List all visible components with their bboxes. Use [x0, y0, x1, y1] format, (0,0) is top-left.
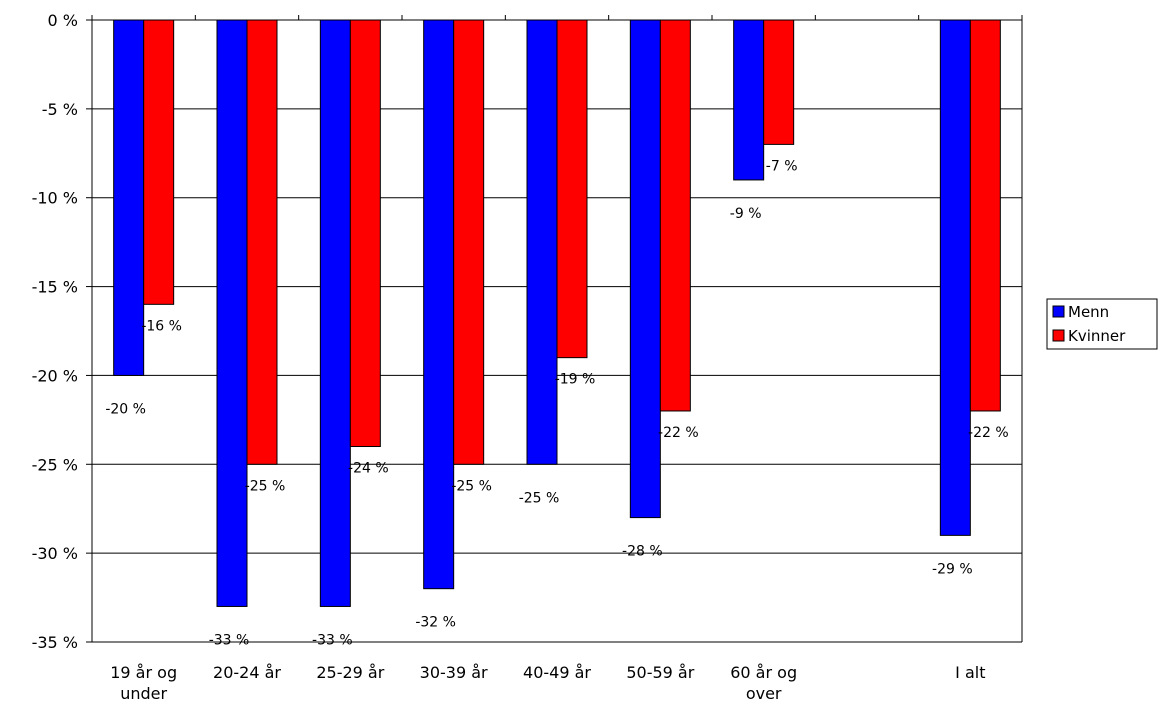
data-label: -25 % [245, 478, 286, 494]
legend-box [1046, 298, 1158, 350]
data-label: -22 % [968, 425, 1009, 441]
data-label: -25 % [451, 478, 492, 494]
bar-menn [939, 19, 971, 536]
legend: Menn Kvinner [1046, 298, 1158, 350]
bar-menn [423, 19, 455, 590]
legend-label-menn: Menn [1068, 303, 1109, 321]
data-label: -28 % [622, 544, 663, 560]
bar-kvinner [763, 19, 795, 145]
legend-swatch-menn [1052, 305, 1065, 318]
data-label: -20 % [105, 401, 146, 417]
data-label: -33 % [312, 632, 353, 648]
y-tick-label: -30 % [32, 544, 78, 563]
bar-kvinner [969, 19, 1001, 412]
data-labels: -20 % -33 % -33 % -32 % -25 % -28 % -9 % -29 % -… [105, 158, 1008, 648]
x-tick-label: 30-39 år [420, 663, 488, 682]
data-label: -32 % [415, 615, 456, 631]
bar-menn [526, 19, 558, 465]
data-label: -29 % [932, 561, 973, 577]
data-label: -7 % [766, 158, 798, 174]
y-tick-label: 0 % [48, 11, 78, 30]
bar-menn [319, 19, 351, 607]
x-tick-label: 40-49 år [523, 663, 591, 682]
bar-menn [733, 19, 765, 181]
x-tick-label: I alt [955, 663, 985, 682]
y-tick-label: -10 % [32, 189, 78, 208]
bar-kvinner [659, 19, 691, 412]
bar-menn [113, 19, 145, 376]
x-tick-label: over [746, 684, 782, 703]
data-label: -22 % [658, 425, 699, 441]
legend-label-kvinner: Kvinner [1068, 327, 1126, 345]
axes: 0 % -5 % -10 % -15 % -20 % -25 % -30 % -35 % 19 … [32, 11, 1023, 703]
bar-menn [216, 19, 248, 607]
y-tick-label: -20 % [32, 366, 78, 385]
bar-kvinner [349, 19, 381, 448]
bar-kvinner [246, 19, 278, 465]
x-tick-label: 50-59 år [626, 663, 694, 682]
bars [113, 19, 1001, 607]
y-tick-label: -25 % [32, 455, 78, 474]
bar-menn [629, 19, 661, 519]
x-tick-label: 60 år og [730, 663, 797, 682]
bar-kvinner [143, 19, 175, 305]
data-label: -9 % [730, 206, 762, 222]
data-label: -19 % [555, 372, 596, 388]
x-tick-label: under [120, 684, 167, 703]
x-tick-label: 19 år og [110, 663, 177, 682]
y-tick-label: -15 % [32, 278, 78, 297]
x-tick-label: 20-24 år [213, 663, 281, 682]
bar-kvinner [556, 19, 588, 359]
y-tick-label: -35 % [32, 633, 78, 652]
bar-kvinner [453, 19, 485, 465]
data-label: -24 % [348, 461, 389, 477]
data-label: -33 % [209, 632, 250, 648]
y-tick-label: -5 % [42, 100, 78, 119]
x-tick-label: 25-29 år [316, 663, 384, 682]
legend-swatch-kvinner [1052, 329, 1065, 342]
data-label: -25 % [519, 490, 560, 506]
data-label: -16 % [141, 318, 182, 334]
